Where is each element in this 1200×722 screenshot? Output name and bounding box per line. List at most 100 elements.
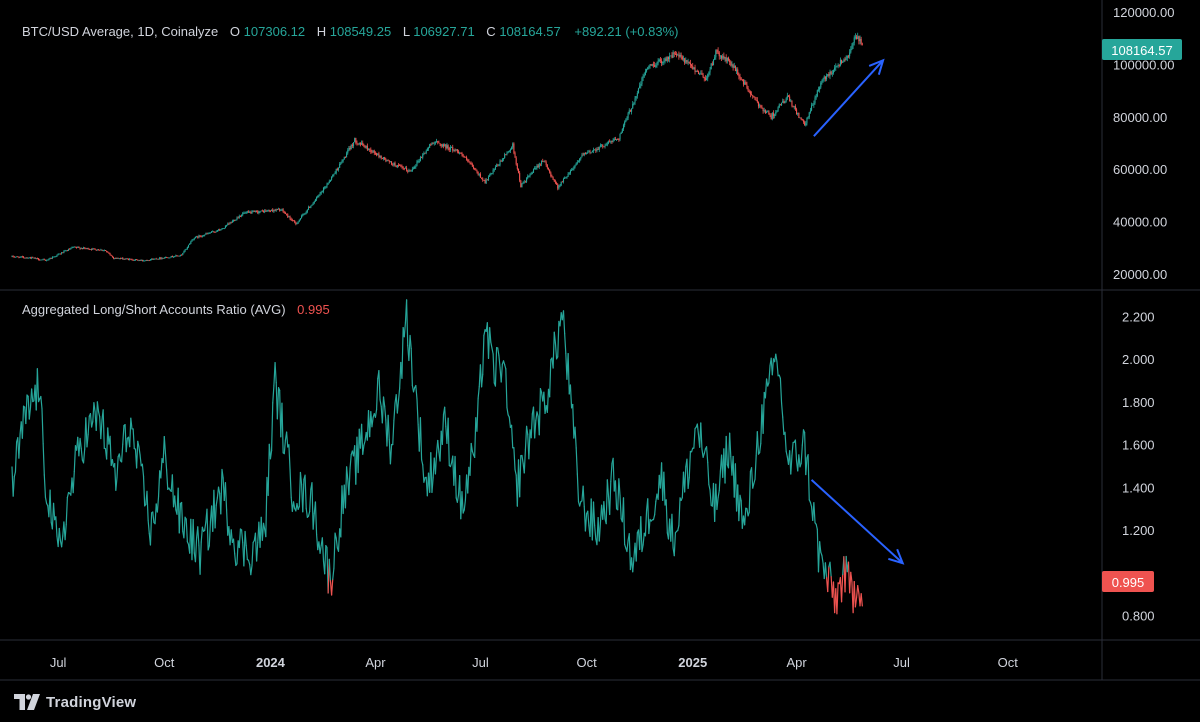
price-candle-body	[725, 57, 727, 62]
price-candle-body	[506, 152, 508, 155]
price-candle-body	[828, 74, 830, 76]
price-candle-body	[355, 138, 357, 143]
price-candle-body	[204, 234, 206, 236]
price-candle-body	[476, 170, 478, 172]
price-candle-body	[265, 210, 267, 212]
svg-text:Aggregated Long/Short Accounts: Aggregated Long/Short Accounts Ratio (AV…	[22, 302, 330, 317]
price-candle-body	[755, 99, 757, 101]
ratio-line-segment	[654, 501, 657, 516]
ratio-line-segment	[543, 391, 546, 415]
ratio-line-segment	[482, 334, 485, 375]
price-candle-body	[727, 57, 730, 61]
price-candle-body	[799, 117, 801, 119]
price-candle-body	[279, 208, 281, 211]
ratio-line-segment	[206, 508, 209, 551]
price-candle-body	[509, 149, 511, 151]
time-axis-tick-label: Jul	[472, 655, 489, 670]
price-candles	[11, 32, 863, 262]
price-candle-body	[650, 64, 652, 66]
price-candle-body	[436, 141, 438, 143]
price-candle-body	[433, 142, 435, 144]
price-candle-body	[614, 138, 616, 140]
price-candle-body	[733, 65, 735, 68]
price-candle-body	[395, 165, 397, 167]
ratio-line-segment	[594, 525, 597, 540]
price-candle-body	[605, 144, 607, 146]
ratio-line-segment	[505, 368, 508, 409]
price-candle-body	[253, 211, 255, 212]
ratio-line-segment	[41, 408, 44, 445]
price-candle-body	[335, 169, 337, 174]
price-badge: 108164.57	[1102, 39, 1182, 60]
price-candle-body	[264, 210, 266, 213]
price-candle-body	[307, 207, 310, 210]
price-candle-body	[596, 149, 598, 151]
price-candle-body	[289, 216, 291, 219]
price-candle-body	[849, 52, 851, 57]
price-candle-body	[504, 154, 506, 158]
price-candle-body	[857, 36, 859, 40]
price-candle-body	[487, 176, 490, 180]
price-candle-body	[65, 250, 67, 252]
price-candle-body	[91, 249, 93, 250]
price-candle-body	[681, 56, 683, 60]
price-candle-body	[699, 73, 701, 75]
price-candle-body	[827, 74, 829, 76]
ratio-line-segment	[492, 353, 495, 384]
ratio-line-segment	[584, 513, 588, 532]
ratio-line-segment	[456, 494, 460, 503]
ratio-line-segment	[574, 426, 577, 449]
ratio-line-segment	[678, 497, 681, 527]
ratio-line-segment	[705, 446, 709, 463]
ratio-line-segment	[72, 470, 75, 494]
price-candle-body	[491, 173, 493, 174]
price-candle-body	[399, 165, 401, 166]
price-candle-body	[227, 223, 229, 226]
price-candle-body	[415, 165, 417, 167]
price-candle-body	[18, 256, 20, 258]
price-candle-body	[602, 144, 604, 147]
ratio-line-segment	[476, 397, 479, 432]
ratio-line-segment	[430, 452, 433, 494]
price-candle-body	[148, 260, 150, 262]
price-candle-body	[700, 73, 702, 75]
price-candle-body	[607, 141, 610, 144]
ratio-line-segment	[363, 440, 366, 446]
price-candle-body	[359, 142, 361, 145]
price-candle-body	[772, 113, 775, 116]
price-candle-body	[624, 121, 626, 126]
price-candle-body	[281, 209, 283, 211]
price-candle-body	[80, 248, 82, 249]
ratio-line-segment	[183, 516, 186, 539]
price-candle-body	[369, 148, 371, 150]
price-candle-body	[157, 258, 160, 260]
ratio-line-segment	[261, 522, 265, 541]
price-candle-body	[856, 36, 858, 40]
price-candle-body	[714, 57, 716, 60]
ratio-line-segment	[740, 500, 743, 529]
price-candle-body	[841, 59, 843, 63]
price-candle-body	[514, 152, 516, 158]
ratio-down-arrow	[810, 479, 905, 565]
price-candle-body	[252, 211, 254, 212]
price-candle-body	[267, 210, 269, 211]
ratio-line-segment	[199, 541, 202, 575]
price-candle-body	[805, 123, 807, 126]
price-candle-body	[792, 105, 794, 107]
ratio-line-segment	[500, 363, 503, 383]
ratio-line-segment	[309, 488, 312, 513]
price-candle-body	[620, 132, 622, 135]
ratio-line-segment	[782, 416, 785, 435]
ratio-line-segment-below	[853, 580, 857, 608]
ratio-line-segment	[618, 478, 621, 497]
price-candle-body	[403, 168, 405, 169]
price-candle-body	[793, 106, 795, 107]
price-candle-body	[680, 54, 682, 57]
ratio-line-segment	[121, 443, 124, 463]
price-candle-body	[722, 55, 724, 59]
ratio-line-segment-below	[844, 555, 847, 593]
price-candle-body	[347, 150, 349, 154]
price-candle-body	[528, 176, 530, 177]
price-candle-body	[432, 142, 434, 144]
